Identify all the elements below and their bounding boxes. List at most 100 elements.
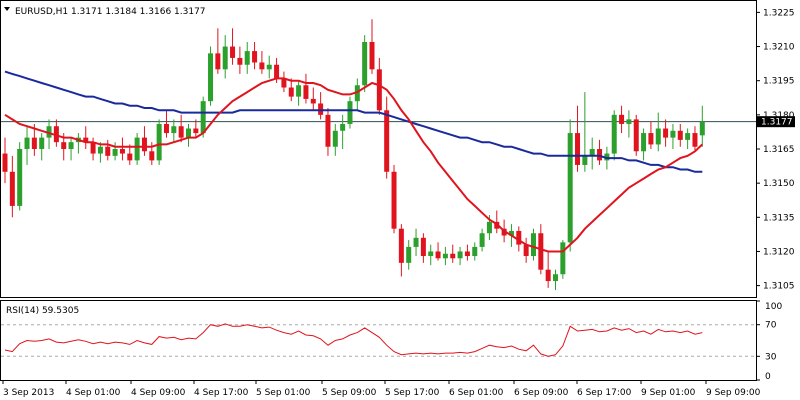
candle (384, 96, 390, 179)
rsi-tick-label: 70 (765, 321, 777, 331)
candle-body (105, 146, 111, 156)
candle-body (178, 126, 184, 138)
candle (303, 73, 309, 104)
candlestick-series (2, 19, 705, 291)
candle (186, 123, 191, 147)
candle (119, 137, 125, 161)
rsi-panel-frame (0, 300, 757, 381)
candle-body (186, 128, 191, 138)
candle (237, 46, 243, 74)
candle-body (413, 237, 419, 247)
candle (663, 119, 669, 147)
candle-body (97, 146, 103, 154)
candle-body (237, 57, 243, 65)
candle-body (384, 110, 390, 172)
price-tick-label: 1.3225 (763, 8, 795, 18)
candle-body (156, 123, 162, 161)
candle (163, 110, 169, 138)
time-tick-label: 5 Sep 01:00 (256, 388, 311, 398)
candle-body (119, 149, 125, 154)
candle-body (39, 137, 45, 149)
candle-body (90, 142, 96, 154)
candle-body (244, 51, 250, 65)
candle-body (340, 123, 346, 131)
candle (347, 96, 353, 129)
rsi-tick-label: 0 (765, 372, 771, 382)
candle (325, 108, 331, 156)
candle-body (68, 142, 74, 149)
candle (479, 228, 485, 252)
time-tick-label: 5 Sep 17:00 (385, 388, 440, 398)
time-tick-label: 6 Sep 17:00 (577, 388, 632, 398)
candle (530, 228, 536, 261)
rsi-title: RSI(14) 59.5305 (6, 306, 79, 316)
candle-body (83, 137, 89, 143)
candle-body (692, 133, 698, 147)
price-tick-label: 1.3105 (763, 282, 795, 292)
candle (75, 133, 81, 154)
candle (83, 126, 89, 149)
candle-body (428, 251, 434, 257)
moving-average-fast-line (4, 77, 703, 253)
candle (141, 126, 147, 156)
candle (53, 119, 59, 147)
candle-body (538, 233, 544, 270)
rsi-axis: 100 70 30 0 (756, 300, 782, 382)
candle-body (303, 85, 309, 99)
candle-body (398, 228, 404, 263)
candle (230, 28, 236, 65)
candle (200, 96, 206, 138)
candle-body (369, 41, 375, 70)
candle (215, 28, 221, 74)
candle-body (259, 62, 265, 70)
candle (105, 139, 111, 161)
candle (619, 105, 625, 134)
candle (626, 110, 632, 138)
candle-body (24, 137, 30, 149)
candle-body (560, 242, 566, 275)
candle-body (53, 126, 59, 143)
candle (332, 123, 338, 156)
current-price-badge (757, 116, 795, 128)
candle-body (545, 269, 551, 282)
candle-body (457, 251, 463, 259)
candle-body (17, 149, 23, 206)
candle (670, 123, 676, 149)
candle-body (648, 133, 654, 145)
candle-body (450, 253, 456, 259)
candle (413, 228, 419, 257)
candle-body (597, 149, 603, 161)
candle-body (215, 53, 221, 70)
candle-body (141, 137, 147, 152)
candle (9, 155, 15, 218)
candle-body (149, 151, 155, 161)
candle (17, 142, 23, 211)
candle-body (376, 69, 382, 111)
candle-body (589, 149, 595, 156)
candle (597, 139, 603, 165)
candle (553, 269, 558, 291)
candle-body (31, 137, 37, 149)
candle (24, 126, 30, 165)
candle (362, 35, 368, 93)
candle (354, 78, 360, 111)
candle (266, 55, 272, 79)
candle-body (274, 64, 280, 79)
candle-body (626, 119, 632, 124)
candle-body (553, 274, 558, 282)
candle (567, 119, 573, 252)
candle-body (604, 153, 610, 161)
candle (296, 80, 302, 106)
candle-body (288, 87, 294, 97)
candle (127, 144, 133, 165)
time-tick-label: 9 Sep 09:00 (706, 388, 761, 398)
time-tick-label: 4 Sep 09:00 (131, 388, 186, 398)
candle (450, 244, 456, 263)
candle-body (252, 51, 258, 63)
candle (252, 41, 258, 70)
candle (398, 224, 404, 277)
candle-body (9, 171, 15, 206)
candle-body (442, 253, 448, 259)
